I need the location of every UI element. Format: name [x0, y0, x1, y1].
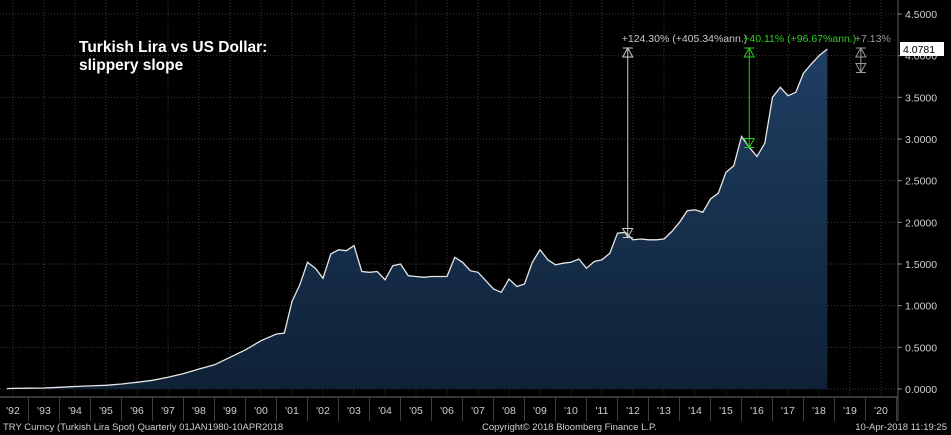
y-tick-label: 0.5000: [905, 342, 937, 354]
x-tick-label: '18: [812, 405, 826, 417]
x-tick-label: '15: [719, 405, 733, 417]
footer-timestamp: 10-Apr-2018 11:19:25: [855, 422, 947, 433]
x-tick-label: '03: [347, 405, 361, 417]
annotation-arrow-top: [621, 46, 634, 58]
x-tick-label: '93: [37, 405, 51, 417]
footer-bar: TRY Curncy (Turkish Lira Spot) Quarterly…: [0, 421, 951, 435]
x-tick-label: '08: [502, 405, 516, 417]
x-tick-label: '17: [781, 405, 795, 417]
last-value-box: [900, 42, 944, 56]
x-tick-label: '04: [378, 405, 392, 417]
x-tick-label: '97: [161, 405, 175, 417]
annotation-arrow-top: [743, 46, 756, 58]
chart-subtitle: slippery slope: [79, 57, 184, 74]
y-tick-label: 3.0000: [905, 134, 937, 146]
x-tick-label: '95: [99, 405, 113, 417]
x-tick-label: '12: [626, 405, 640, 417]
x-tick-label: '09: [533, 405, 547, 417]
x-axis: '92 '93 '94 '95 '96 '97 '98 '99 '00 '01 '02 '03 '04 '…: [0, 396, 898, 421]
annotation-arrow-bottom: [743, 138, 756, 149]
series-line: [6, 48, 828, 390]
y-tick-label: 2.0000: [905, 217, 937, 229]
x-tick-label: '94: [68, 405, 82, 417]
x-tick-label: '13: [657, 405, 671, 417]
x-tick-label: '14: [688, 405, 702, 417]
footer-ticker: TRY Curncy (Turkish Lira Spot) Quarterly…: [3, 422, 284, 433]
y-tick-label: 4.5000: [905, 9, 937, 21]
last-value-marker: 4.0781: [900, 42, 944, 56]
y-tick-label: 1.5000: [905, 259, 937, 271]
x-tick-label: '10: [564, 405, 578, 417]
x-tick-label: '02: [316, 405, 330, 417]
annotation-arrow-bottom: [855, 63, 867, 74]
x-tick-label: '99: [223, 405, 237, 417]
x-tick-label: '20: [874, 405, 888, 417]
annotation-arrow-bottom: [621, 228, 634, 239]
x-tick-label: '00: [254, 405, 268, 417]
x-tick-label: '06: [440, 405, 454, 417]
x-tick-label: '92: [6, 405, 20, 417]
y-tick-label: 1.0000: [905, 301, 937, 313]
footer-copyright: Copyright© 2018 Bloomberg Finance L.P.: [482, 422, 657, 433]
chart-title: Turkish Lira vs US Dollar:: [79, 39, 267, 56]
annotation-label: +40.11% (+96.67%ann.): [743, 33, 856, 45]
x-tick-label: '98: [192, 405, 206, 417]
y-tick-label: 3.5000: [905, 92, 937, 104]
x-tick-label: '05: [409, 405, 423, 417]
area-fill: [6, 49, 828, 389]
y-tick-label: 2.5000: [905, 176, 937, 188]
y-tick-label: 0.0000: [905, 384, 937, 396]
last-value-label: 4.0781: [903, 44, 935, 56]
x-tick-label: '07: [471, 405, 485, 417]
annotations: +124.30% (+405.34%ann.)+40.11% (+96.67%a…: [621, 33, 891, 239]
chart-svg: +124.30% (+405.34%ann.)+40.11% (+96.67%a…: [0, 0, 944, 421]
x-tick-label: '96: [130, 405, 144, 417]
x-tick-label: '16: [750, 405, 764, 417]
x-tick-label: '19: [843, 405, 857, 417]
annotation-label: +7.13%: [855, 33, 891, 45]
y-axis: 0.0000 0.5000 1.0000 1.5000 2.0000 2.5000 3.00…: [897, 0, 937, 421]
series-area: [6, 48, 828, 390]
annotation-label: +124.30% (+405.34%ann.): [622, 33, 748, 45]
x-tick-label: '01: [285, 405, 299, 417]
chart-titles: Turkish Lira vs US Dollar: slippery slop…: [79, 39, 267, 74]
annotation-arrow-top: [855, 46, 867, 58]
x-tick-label: '11: [596, 405, 609, 417]
